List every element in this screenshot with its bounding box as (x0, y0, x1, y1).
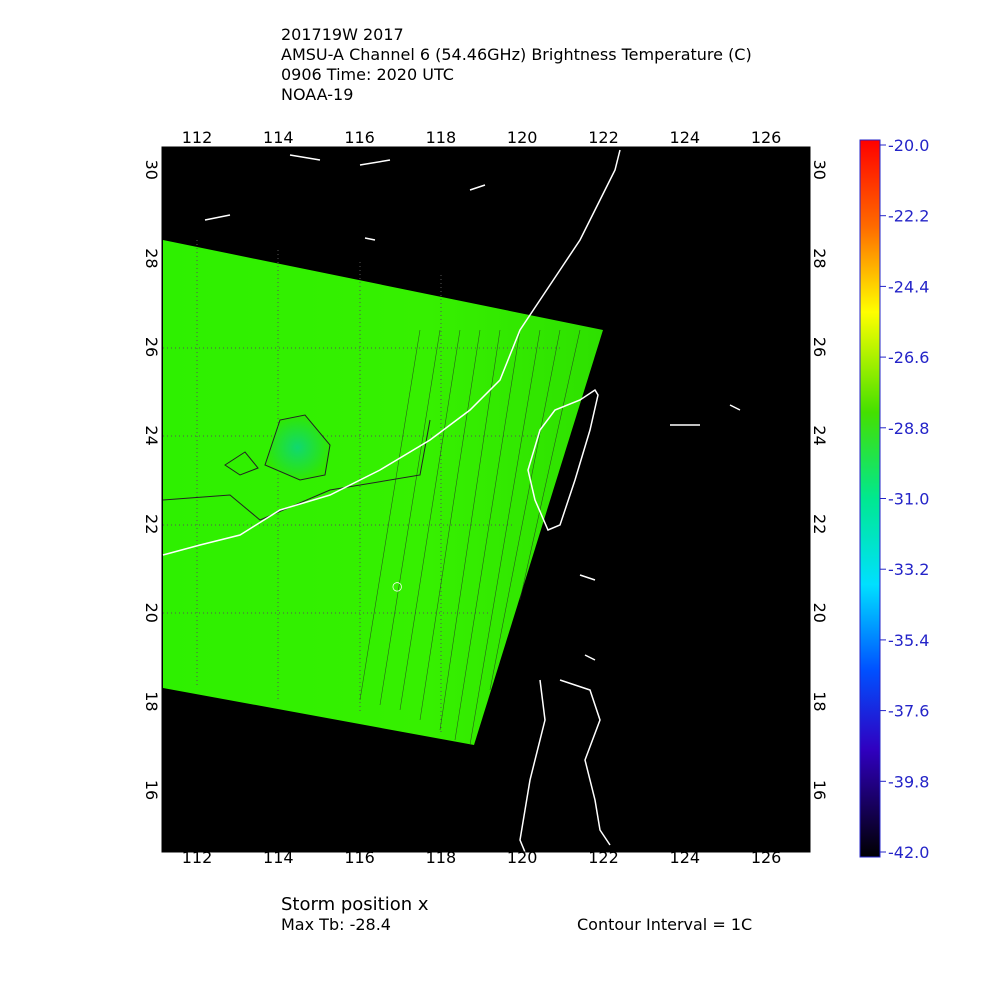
lon-label: 114 (263, 848, 294, 867)
lat-label: 18 (810, 691, 829, 711)
lat-label: 30 (810, 160, 829, 180)
colorbar (859, 139, 881, 858)
lon-label: 122 (588, 128, 619, 147)
coastline (162, 149, 741, 852)
max-tb: Max Tb: -28.4 (281, 915, 391, 934)
lon-label: 116 (344, 128, 375, 147)
colorbar-label: -35.4 (888, 631, 929, 650)
lat-label: 24 (142, 425, 161, 445)
lon-label: 120 (507, 128, 538, 147)
lon-label: 112 (182, 848, 213, 867)
lon-label: 126 (751, 848, 782, 867)
contour (264, 414, 331, 481)
lat-label: 16 (810, 780, 829, 800)
lon-label: 112 (182, 128, 213, 147)
storm-marker: ○ (392, 579, 402, 593)
lat-label: 16 (142, 780, 161, 800)
grid (163, 240, 560, 735)
colorbar-label: -37.6 (888, 702, 929, 721)
lat-label: 20 (142, 603, 161, 623)
colorbar-label: -39.8 (888, 772, 929, 791)
lon-label: 116 (344, 848, 375, 867)
axes: 112 112 114 114 116 116 118 118 120 120 122 122 124 1… (142, 128, 929, 867)
header-line: NOAA-19 (281, 85, 353, 104)
contour-hatching (359, 329, 581, 746)
header-line: 201719W 2017 (281, 25, 404, 44)
colorbar-label: -28.8 (888, 419, 929, 438)
map: ○ (162, 149, 741, 852)
contour-interval: Contour Interval = 1C (577, 915, 752, 934)
colorbar-label: -33.2 (888, 560, 929, 579)
colorbar-label: -24.4 (888, 277, 929, 296)
lon-label: 124 (670, 128, 701, 147)
lat-label: 18 (142, 691, 161, 711)
lon-label: 114 (263, 128, 294, 147)
lon-label: 118 (426, 848, 457, 867)
lat-label: 20 (810, 603, 829, 623)
lon-label: 126 (751, 128, 782, 147)
lon-label: 124 (670, 848, 701, 867)
swath (163, 240, 603, 745)
map-frame (161, 146, 811, 853)
lat-label: 22 (810, 514, 829, 534)
header-line: 0906 Time: 2020 UTC (281, 65, 454, 84)
lon-label: 118 (426, 128, 457, 147)
colorbar-label: -26.6 (888, 348, 929, 367)
colorbar-label: -42.0 (888, 843, 929, 862)
lat-label: 30 (142, 160, 161, 180)
lat-label: 28 (810, 248, 829, 268)
lat-label: 22 (142, 514, 161, 534)
storm-position: Storm position x (281, 894, 429, 915)
colorbar-label: -31.0 (888, 490, 929, 509)
lon-label: 120 (507, 848, 538, 867)
lat-label: 24 (810, 425, 829, 445)
lat-label: 26 (142, 337, 161, 357)
lat-label: 28 (142, 248, 161, 268)
colorbar-label: -20.0 (888, 136, 929, 155)
lat-label: 26 (810, 337, 829, 357)
header-line: AMSU-A Channel 6 (54.46GHz) Brightness T… (281, 45, 752, 64)
lon-label: 122 (588, 848, 619, 867)
colorbar-label: -22.2 (888, 207, 929, 226)
